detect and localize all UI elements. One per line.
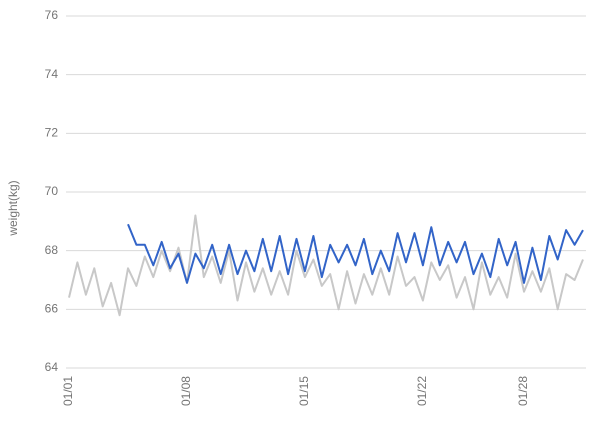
series-line [127, 223, 584, 284]
y-tick-label: 72 [45, 126, 59, 140]
x-tick-label: 01/08 [179, 376, 193, 406]
x-tick-label: 01/01 [61, 376, 75, 406]
y-axis-label: weight(kg) [6, 180, 20, 236]
series-line [68, 214, 584, 317]
y-tick-label: 66 [45, 302, 59, 316]
y-tick-label: 76 [45, 8, 59, 22]
x-tick-label: 01/28 [516, 376, 530, 406]
y-tick-label: 74 [45, 67, 59, 81]
y-tick-label: 70 [45, 184, 59, 198]
y-tick-label: 68 [45, 243, 59, 257]
x-tick-label: 01/22 [415, 376, 429, 406]
y-tick-label: 64 [45, 360, 59, 374]
x-tick-label: 01/15 [297, 376, 311, 406]
